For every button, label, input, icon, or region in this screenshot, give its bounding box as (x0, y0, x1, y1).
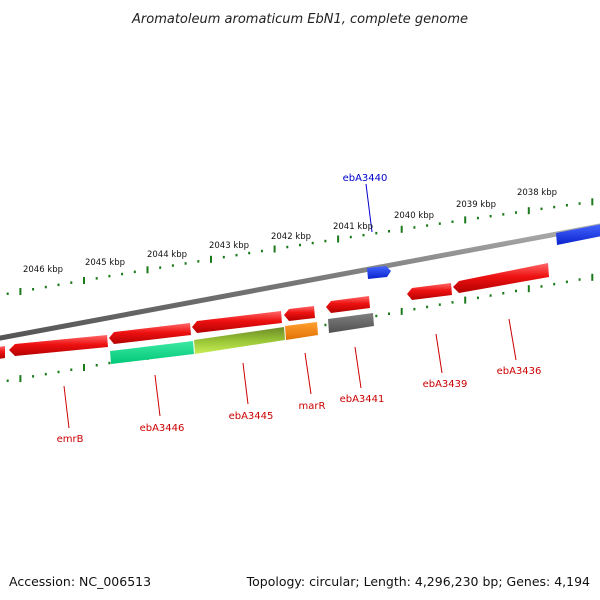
gene-ebA3441-arrow[interactable] (326, 296, 370, 313)
label-ebA3441: ebA3441 (340, 394, 385, 405)
gene-ebA3440-forward[interactable] (367, 266, 391, 279)
label-ebA3440: ebA3440 (343, 173, 388, 184)
gene-ebA3436-arrow[interactable] (453, 263, 549, 293)
tick-label-2046: 2046 kbp (23, 265, 63, 275)
genome-backbone (0, 223, 600, 341)
label-emrB: emrB (57, 434, 84, 445)
gene-ebA3445-block[interactable] (194, 327, 285, 354)
tick-label-2045: 2045 kbp (85, 258, 125, 268)
tick-label-2041: 2041 kbp (333, 222, 373, 232)
label-ebA3446: ebA3446 (140, 423, 185, 434)
leader-emrB (63, 385, 70, 429)
tick-labels: 2046 kbp 2045 kbp 2044 kbp 2043 kbp 2042… (23, 188, 557, 275)
gene-emrB-arrow[interactable] (9, 335, 108, 356)
gene-ebA3446-arrow[interactable] (109, 323, 191, 344)
gene-ebA3445-arrow[interactable] (192, 311, 282, 333)
leader-ebA3439 (435, 333, 443, 374)
forward-strand (367, 224, 600, 279)
tick-label-2043: 2043 kbp (209, 241, 249, 251)
map-title: Aromatoleum aromaticum EbN1, complete ge… (131, 12, 468, 27)
gene-ebA3446-block[interactable] (110, 341, 194, 364)
topology-text: Topology: circular; Length: 4,296,230 bp… (246, 574, 590, 589)
label-leaders (63, 318, 517, 429)
gene-marR-arrow[interactable] (284, 306, 315, 321)
leader-ebA3445 (242, 362, 249, 405)
leader-ebA3441 (354, 346, 362, 389)
gene-marR-block[interactable] (285, 322, 318, 340)
label-marR: marR (299, 401, 326, 412)
gene-ebA3439-arrow[interactable] (407, 283, 452, 300)
tick-label-2042: 2042 kbp (271, 232, 311, 242)
leader-ebA3436 (508, 318, 517, 361)
label-ebA3445: ebA3445 (229, 411, 274, 422)
gene-ebA3441-block[interactable] (328, 313, 374, 333)
tick-label-2044: 2044 kbp (147, 250, 187, 260)
gene-blue-edge[interactable] (556, 224, 600, 245)
leader-ebA3446 (154, 374, 161, 417)
tick-label-2039: 2039 kbp (456, 200, 496, 210)
reverse-strand (0, 263, 549, 364)
accession-text: Accession: NC_006513 (9, 574, 151, 589)
label-ebA3439: ebA3439 (423, 379, 468, 390)
leader-marR (304, 352, 312, 395)
tick-label-2040: 2040 kbp (394, 211, 434, 221)
tick-label-2038: 2038 kbp (517, 188, 557, 198)
outer-tick-ring (6, 198, 594, 295)
leader-ebA3440 (365, 183, 373, 233)
label-ebA3436: ebA3436 (497, 366, 542, 377)
gene-left-edge[interactable] (0, 346, 5, 359)
